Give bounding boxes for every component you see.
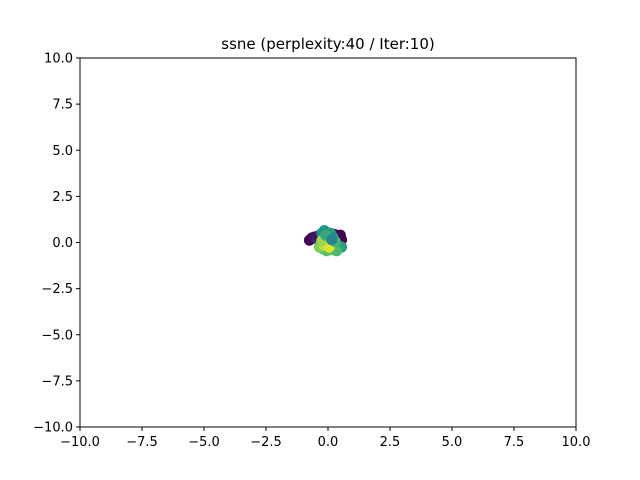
- y-tick-label: 7.5: [52, 98, 73, 113]
- x-tick-label: −10.0: [60, 435, 100, 450]
- y-tick-label: −5.0: [41, 328, 73, 343]
- y-tick-label: −7.5: [41, 374, 73, 389]
- y-tick-label: 10.0: [44, 52, 73, 67]
- x-tick-label: −2.5: [250, 435, 282, 450]
- x-tick-label: −5.0: [188, 435, 220, 450]
- y-tick-label: −2.5: [41, 282, 73, 297]
- points-layer: [303, 225, 348, 257]
- x-tick-label: 5.0: [442, 435, 463, 450]
- x-tick-label: 0.0: [318, 435, 339, 450]
- y-tick-label: 2.5: [52, 190, 73, 205]
- chart-title: ssne (perplexity:40 / Iter:10): [221, 35, 434, 53]
- y-tick-label: 5.0: [52, 144, 73, 159]
- x-tick-label: 10.0: [562, 435, 591, 450]
- x-tick-label: 7.5: [504, 435, 525, 450]
- y-axis: −10.0 −7.5 −5.0 −2.5 0.0 2.5 5.0 7.5 10.0: [33, 52, 80, 436]
- x-tick-label: −7.5: [126, 435, 158, 450]
- x-tick-label: 2.5: [380, 435, 401, 450]
- y-tick-label: 0.0: [52, 236, 73, 251]
- y-tick-label: −10.0: [33, 421, 73, 436]
- scatter-point: [326, 234, 338, 246]
- x-axis: −10.0 −7.5 −5.0 −2.5 0.0 2.5 5.0 7.5 10.0: [60, 427, 590, 450]
